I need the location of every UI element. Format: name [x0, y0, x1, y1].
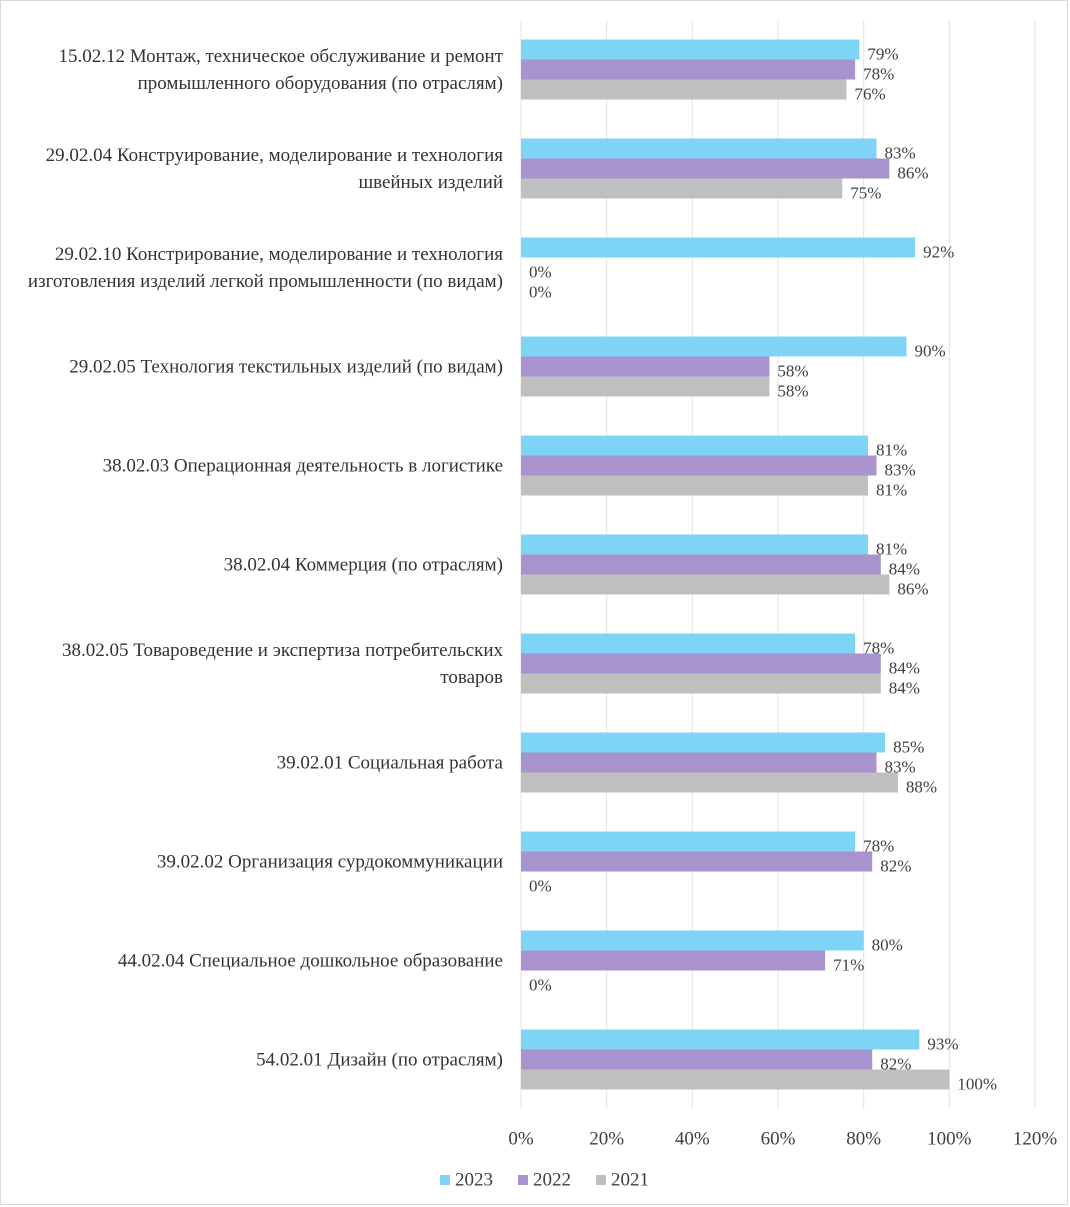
bar — [521, 158, 890, 179]
data-label: 86% — [897, 579, 928, 598]
data-label: 84% — [889, 559, 920, 578]
legend-label: 2022 — [533, 1169, 571, 1190]
category-label: 44.02.04 Специальное дошкольное образова… — [117, 950, 503, 971]
category-label: 29.02.04 Конструирование, моделирование … — [45, 144, 503, 193]
data-label: 83% — [885, 143, 916, 162]
data-label: 71% — [833, 955, 864, 974]
data-label: 79% — [867, 44, 898, 63]
category-label: 38.02.04 Коммерция (по отраслям) — [223, 554, 503, 575]
category-label: 54.02.01 Дизайн (по отраслям) — [256, 1049, 503, 1070]
bar — [521, 455, 877, 476]
bar — [521, 831, 856, 852]
legend-swatch — [440, 1175, 450, 1185]
data-label: 93% — [927, 1034, 958, 1053]
data-label: 86% — [897, 163, 928, 182]
data-label: 78% — [863, 64, 894, 83]
bar — [521, 237, 916, 258]
legend-swatch — [596, 1175, 606, 1185]
category-label: 29.02.05 Технология текстильных изделий … — [69, 356, 503, 377]
data-label: 85% — [893, 737, 924, 756]
x-tick-label: 100% — [927, 1128, 972, 1149]
data-label: 100% — [957, 1074, 997, 1093]
bar — [521, 554, 881, 575]
bar — [521, 59, 856, 80]
category-label: 39.02.01 Социальная работа — [276, 752, 503, 773]
data-label: 84% — [889, 678, 920, 697]
legend-swatch — [518, 1175, 528, 1185]
x-tick-label: 80% — [846, 1128, 881, 1149]
bar — [521, 356, 770, 377]
bar — [521, 851, 873, 872]
category-label: 38.02.05 Товароведение и экспертиза потр… — [62, 639, 503, 688]
bar — [521, 752, 877, 773]
category-label: 39.02.02 Организация сурдокоммуникации — [156, 851, 503, 872]
data-label: 83% — [885, 460, 916, 479]
bar — [521, 772, 898, 793]
data-label: 76% — [855, 84, 886, 103]
data-label: 0% — [529, 876, 552, 895]
bar — [521, 376, 770, 397]
data-label: 80% — [872, 935, 903, 954]
data-label: 83% — [885, 757, 916, 776]
data-label: 82% — [880, 856, 911, 875]
bar — [521, 653, 881, 674]
category-label: 15.02.12 Монтаж, техническое обслуживани… — [58, 45, 503, 94]
data-label: 81% — [876, 480, 907, 499]
legend-label: 2023 — [455, 1169, 493, 1190]
bar — [521, 336, 907, 357]
x-tick-label: 20% — [589, 1128, 624, 1149]
x-tick-label: 0% — [508, 1128, 534, 1149]
bar — [521, 574, 890, 595]
category-label: 29.02.10 Констрирование, моделирование и… — [27, 243, 503, 292]
data-label: 90% — [915, 341, 946, 360]
data-label: 78% — [863, 836, 894, 855]
data-label: 92% — [923, 242, 954, 261]
bar — [521, 79, 847, 100]
data-label: 78% — [863, 638, 894, 657]
bar — [521, 475, 868, 496]
bar — [521, 39, 860, 60]
x-tick-label: 60% — [761, 1128, 796, 1149]
bar — [521, 435, 868, 456]
bar — [521, 1049, 873, 1070]
category-label: 38.02.03 Операционная деятельность в лог… — [102, 455, 503, 476]
data-label: 88% — [906, 777, 937, 796]
bar — [521, 950, 826, 971]
data-label: 58% — [777, 381, 808, 400]
bar — [521, 534, 868, 555]
bar — [521, 732, 886, 753]
bar — [521, 138, 877, 159]
data-label: 0% — [529, 262, 552, 281]
x-tick-label: 40% — [675, 1128, 710, 1149]
bar — [521, 178, 843, 199]
data-label: 58% — [777, 361, 808, 380]
bar — [521, 1069, 950, 1090]
data-label: 75% — [850, 183, 881, 202]
data-label: 81% — [876, 539, 907, 558]
legend-label: 2021 — [611, 1169, 649, 1190]
bar — [521, 673, 881, 694]
data-label: 82% — [880, 1054, 911, 1073]
data-label: 84% — [889, 658, 920, 677]
bar — [521, 633, 856, 654]
data-label: 81% — [876, 440, 907, 459]
data-label: 0% — [529, 975, 552, 994]
x-tick-label: 120% — [1013, 1128, 1058, 1149]
bar — [521, 930, 864, 951]
data-label: 0% — [529, 282, 552, 301]
bar — [521, 1029, 920, 1050]
